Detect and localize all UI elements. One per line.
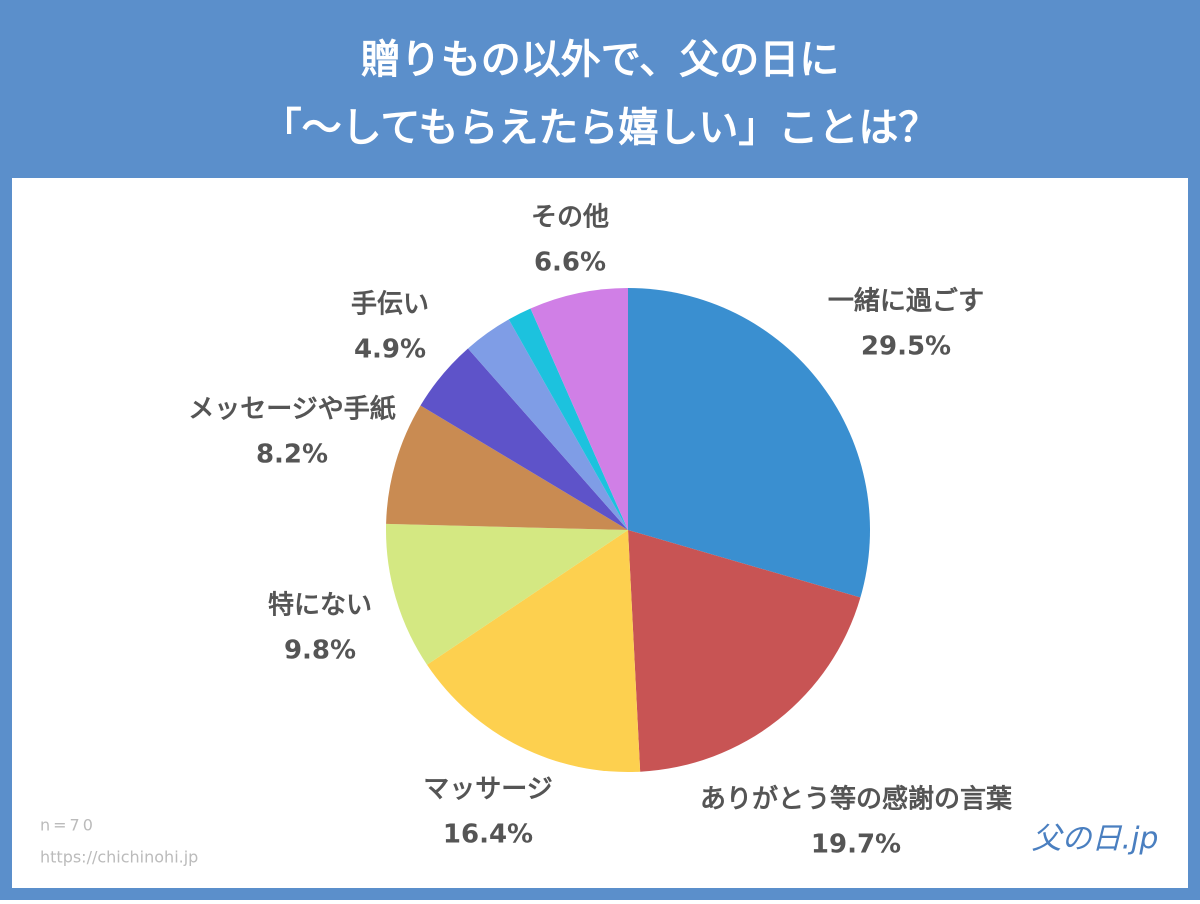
slice-value-label: 19.7%	[811, 830, 901, 860]
logo: 父の日.jp	[1032, 822, 1159, 857]
chart-title: 「〜してもらえたら嬉しい」ことは？	[262, 105, 939, 151]
slice-value-label: 29.5%	[861, 332, 951, 362]
slice-label: 一緒に過ごす	[828, 286, 984, 317]
sample-note: n=70	[40, 816, 96, 835]
slice-label: ありがとう等の感謝の言葉	[700, 784, 1013, 815]
pie-slice	[530, 288, 628, 530]
slice-label: 手伝い	[351, 290, 429, 320]
pie-slice	[628, 288, 870, 598]
labels: 一緒に過ごす 29.5% ありがとう等の感謝の言葉 19.7% マッサージ 16.4% 特に…	[188, 203, 1013, 860]
pie-slice	[386, 523, 628, 665]
pie-slice	[386, 405, 628, 530]
slice-value-label: 9.8%	[284, 636, 356, 666]
pie-slice	[508, 308, 628, 530]
pie-slice	[426, 530, 641, 772]
pie	[386, 288, 870, 772]
pie-slice	[628, 530, 861, 772]
pie-slice	[467, 319, 628, 530]
source-note: https://chichinohi.jp	[40, 848, 198, 867]
slice-label: 特にない	[268, 590, 372, 621]
slice-label: メッセージや手紙	[188, 394, 395, 425]
slice-value-label: 6.6%	[534, 248, 606, 278]
slice-value-label: 4.9%	[354, 335, 426, 365]
slice-label: その他	[531, 203, 609, 233]
chart-title: 贈りもの以外で、父の日に	[361, 37, 839, 83]
pie-slice	[420, 348, 628, 530]
slice-value-label: 16.4%	[443, 820, 533, 850]
slice-value-label: 8.2%	[256, 440, 328, 470]
slice-label: マッサージ	[423, 775, 552, 805]
